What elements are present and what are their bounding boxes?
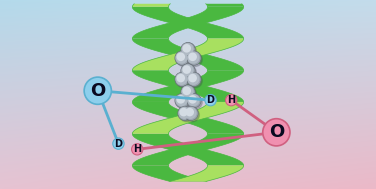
- Circle shape: [182, 44, 191, 53]
- Circle shape: [187, 73, 200, 85]
- Circle shape: [180, 108, 193, 122]
- Circle shape: [183, 87, 196, 101]
- Circle shape: [226, 94, 237, 106]
- Polygon shape: [132, 70, 244, 102]
- Circle shape: [185, 108, 194, 116]
- Circle shape: [187, 52, 200, 64]
- Circle shape: [183, 66, 196, 79]
- Circle shape: [178, 107, 191, 119]
- Circle shape: [184, 107, 197, 119]
- Circle shape: [177, 95, 190, 109]
- Circle shape: [263, 119, 290, 146]
- Circle shape: [205, 94, 216, 106]
- Polygon shape: [132, 7, 244, 39]
- Circle shape: [181, 64, 194, 77]
- Text: H: H: [133, 144, 141, 154]
- Circle shape: [176, 74, 185, 82]
- Polygon shape: [132, 134, 244, 165]
- Text: O: O: [90, 82, 105, 100]
- Circle shape: [84, 77, 111, 104]
- Polygon shape: [132, 102, 244, 134]
- Circle shape: [177, 74, 190, 88]
- Circle shape: [178, 106, 192, 121]
- Circle shape: [187, 94, 200, 106]
- Text: H: H: [227, 95, 235, 105]
- Circle shape: [181, 86, 194, 98]
- Circle shape: [189, 74, 202, 88]
- Circle shape: [183, 44, 196, 58]
- Circle shape: [176, 94, 188, 106]
- Text: O: O: [269, 123, 284, 141]
- Circle shape: [181, 64, 195, 78]
- Circle shape: [177, 53, 190, 67]
- Circle shape: [176, 53, 185, 61]
- Circle shape: [175, 72, 189, 87]
- Polygon shape: [170, 165, 244, 181]
- Circle shape: [189, 95, 202, 109]
- Circle shape: [179, 108, 188, 116]
- Polygon shape: [132, 39, 244, 70]
- Polygon shape: [132, 165, 206, 181]
- Text: D: D: [114, 139, 123, 149]
- Circle shape: [182, 65, 191, 74]
- Circle shape: [132, 144, 143, 155]
- Circle shape: [186, 108, 199, 122]
- Polygon shape: [132, 70, 244, 102]
- Circle shape: [188, 74, 197, 82]
- Circle shape: [187, 72, 201, 87]
- Circle shape: [175, 94, 189, 108]
- Circle shape: [188, 53, 197, 61]
- Polygon shape: [132, 102, 244, 134]
- Circle shape: [181, 43, 195, 57]
- Circle shape: [187, 94, 201, 108]
- Circle shape: [187, 51, 201, 65]
- Polygon shape: [132, 4, 170, 7]
- Circle shape: [182, 87, 191, 95]
- Circle shape: [176, 52, 188, 64]
- Polygon shape: [132, 134, 244, 165]
- Circle shape: [189, 53, 202, 67]
- Circle shape: [188, 95, 197, 104]
- Circle shape: [176, 95, 185, 104]
- Circle shape: [176, 73, 188, 85]
- Circle shape: [175, 51, 189, 65]
- Polygon shape: [206, 4, 244, 7]
- Polygon shape: [132, 7, 244, 39]
- Circle shape: [181, 43, 194, 55]
- Circle shape: [113, 138, 124, 149]
- Polygon shape: [132, 39, 244, 70]
- Circle shape: [184, 106, 198, 121]
- Circle shape: [181, 85, 195, 99]
- Text: D: D: [206, 95, 215, 105]
